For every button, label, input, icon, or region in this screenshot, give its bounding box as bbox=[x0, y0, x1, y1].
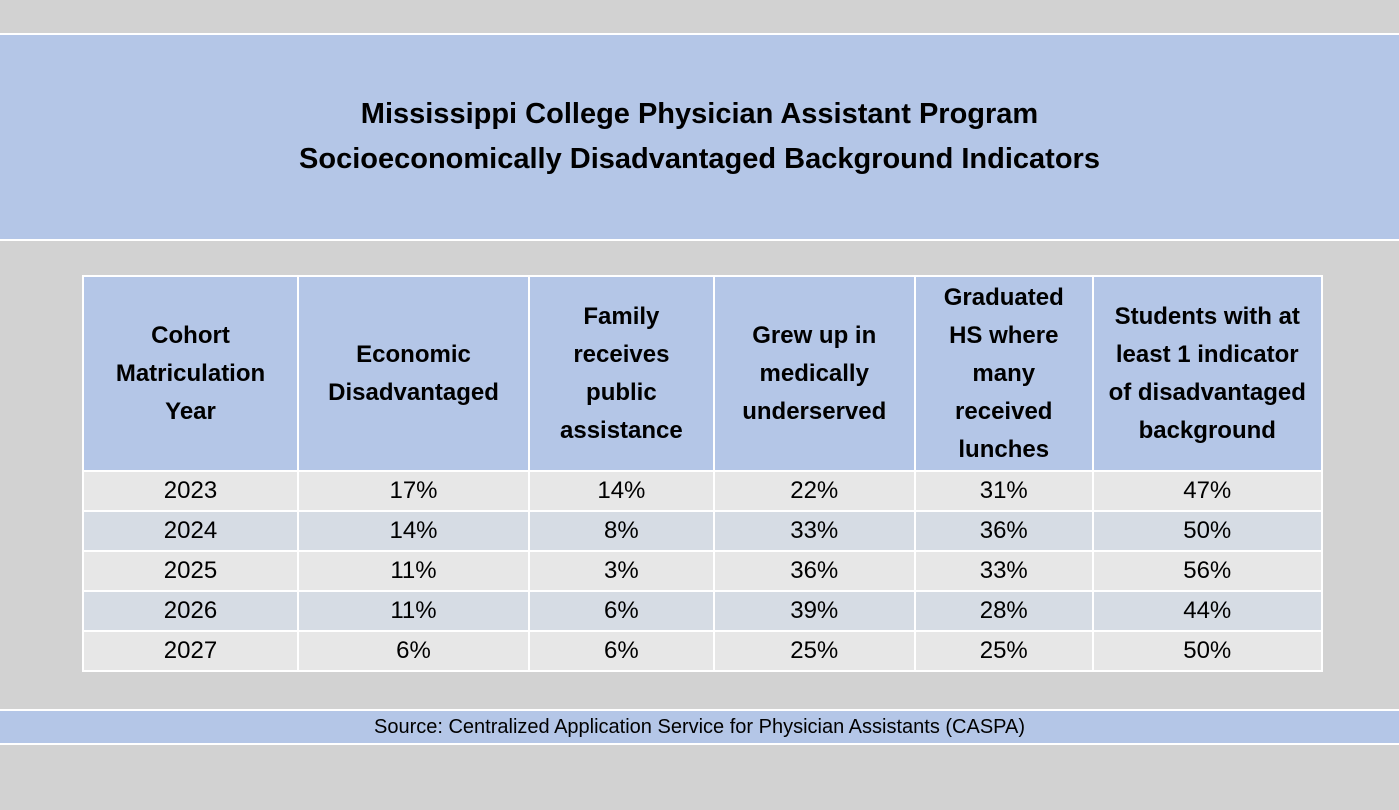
cell-at-least-one-indicator: 47% bbox=[1091, 470, 1323, 512]
source-note: Source: Centralized Application Service … bbox=[0, 709, 1399, 745]
cell-at-least-one-indicator: 50% bbox=[1091, 630, 1323, 672]
table-row: 2026 11% 6% 39% 28% 44% bbox=[82, 590, 1323, 632]
header-at-least-one-indicator: Students with at least 1 indicator of di… bbox=[1091, 275, 1323, 472]
indicators-table: Cohort Matriculation Year Economic Disad… bbox=[82, 275, 1323, 672]
cell-cohort-year: 2023 bbox=[82, 470, 299, 512]
cell-cohort-year: 2026 bbox=[82, 590, 299, 632]
table-row: 2024 14% 8% 33% 36% 50% bbox=[82, 510, 1323, 552]
cell-school-lunches: 33% bbox=[913, 550, 1094, 592]
cell-economic-disadvantaged: 11% bbox=[297, 550, 530, 592]
cell-school-lunches: 31% bbox=[913, 470, 1094, 512]
cell-public-assistance: 3% bbox=[528, 550, 715, 592]
cell-school-lunches: 36% bbox=[913, 510, 1094, 552]
cell-economic-disadvantaged: 17% bbox=[297, 470, 530, 512]
cell-public-assistance: 6% bbox=[528, 630, 715, 672]
cell-public-assistance: 8% bbox=[528, 510, 715, 552]
table-row: 2025 11% 3% 36% 33% 56% bbox=[82, 550, 1323, 592]
cell-public-assistance: 14% bbox=[528, 470, 715, 512]
cell-economic-disadvantaged: 6% bbox=[297, 630, 530, 672]
cell-cohort-year: 2025 bbox=[82, 550, 299, 592]
cell-medically-underserved: 25% bbox=[712, 630, 916, 672]
cell-economic-disadvantaged: 14% bbox=[297, 510, 530, 552]
cell-school-lunches: 28% bbox=[913, 590, 1094, 632]
cell-medically-underserved: 33% bbox=[712, 510, 916, 552]
header-economic-disadvantaged: Economic Disadvantaged bbox=[297, 275, 530, 472]
header-cohort-year: Cohort Matriculation Year bbox=[82, 275, 299, 472]
cell-cohort-year: 2024 bbox=[82, 510, 299, 552]
title-line-2: Socioeconomically Disadvantaged Backgrou… bbox=[299, 143, 1100, 175]
cell-at-least-one-indicator: 44% bbox=[1091, 590, 1323, 632]
cell-at-least-one-indicator: 50% bbox=[1091, 510, 1323, 552]
cell-school-lunches: 25% bbox=[913, 630, 1094, 672]
cell-medically-underserved: 39% bbox=[712, 590, 916, 632]
header-school-lunches: Graduated HS where many received lunches bbox=[913, 275, 1094, 472]
title-line-1: Mississippi College Physician Assistant … bbox=[360, 98, 1039, 130]
cell-economic-disadvantaged: 11% bbox=[297, 590, 530, 632]
cell-at-least-one-indicator: 56% bbox=[1091, 550, 1323, 592]
title-banner: Mississippi College Physician Assistant … bbox=[0, 33, 1399, 241]
header-medically-underserved: Grew up in medically underserved bbox=[712, 275, 916, 472]
cell-medically-underserved: 22% bbox=[712, 470, 916, 512]
table-row: 2023 17% 14% 22% 31% 47% bbox=[82, 470, 1323, 512]
cell-medically-underserved: 36% bbox=[712, 550, 916, 592]
table-row: 2027 6% 6% 25% 25% 50% bbox=[82, 630, 1323, 672]
cell-cohort-year: 2027 bbox=[82, 630, 299, 672]
cell-public-assistance: 6% bbox=[528, 590, 715, 632]
header-public-assistance: Family receives public assistance bbox=[528, 275, 715, 472]
header-row: Cohort Matriculation Year Economic Disad… bbox=[82, 275, 1323, 472]
